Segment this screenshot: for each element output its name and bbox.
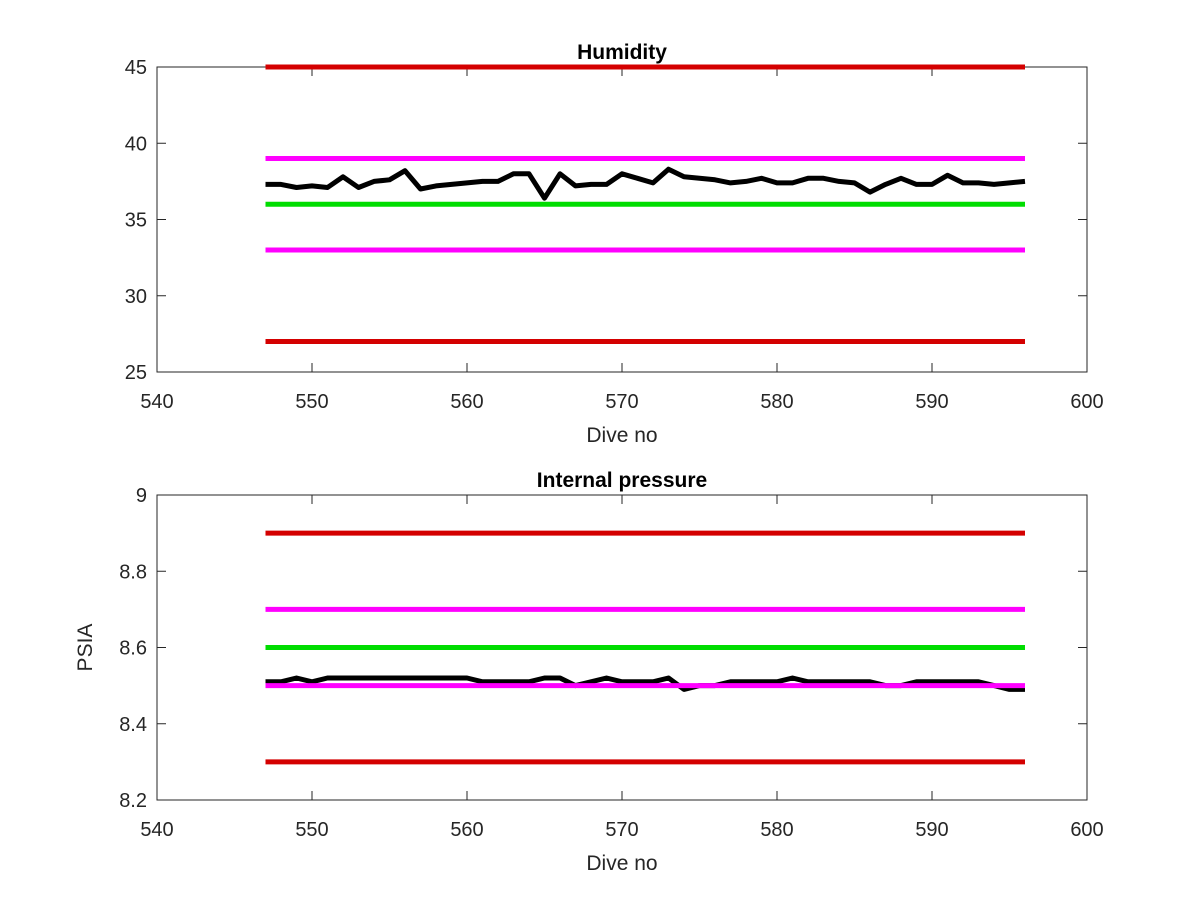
humidity-chart: 540 550 560 570 580 590 600 25 30 35 40 45 Humidity D… [125,41,1104,447]
chart-title: Internal pressure [537,469,707,492]
y-tick-label: 30 [125,286,147,308]
x-tick-label: 580 [760,391,793,413]
chart-title: Humidity [577,41,667,64]
x-tick-label: 570 [605,819,638,841]
y-tick-label: 40 [125,133,147,155]
y-tick-label: 45 [125,57,147,79]
x-axis-label: Dive no [586,424,657,447]
x-tick-label: 590 [915,391,948,413]
x-tick-label: 600 [1070,819,1103,841]
internal-pressure-chart: 540 550 560 570 580 590 600 8.2 8.4 8.6 8.8 9 Intern… [74,469,1104,875]
y-tick-label: 8.8 [119,561,147,583]
x-tick-label: 540 [140,819,173,841]
y-axis-label: PSIA [74,624,97,672]
y-tick-label: 8.6 [119,638,147,660]
x-tick-label: 580 [760,819,793,841]
x-tick-label: 570 [605,391,638,413]
y-tick-label: 9 [136,485,147,507]
plot-area [156,66,1088,373]
x-axis-label: Dive no [586,852,657,875]
x-tick-label: 600 [1070,391,1103,413]
y-tick-label: 25 [125,362,147,384]
x-tick-label: 540 [140,391,173,413]
x-tick-label: 560 [450,819,483,841]
x-tick-label: 550 [295,391,328,413]
y-tick-label: 35 [125,210,147,232]
y-tick-label: 8.4 [119,714,147,736]
x-tick-label: 550 [295,819,328,841]
x-tick-label: 590 [915,819,948,841]
y-tick-label: 8.2 [119,790,147,812]
x-tick-label: 560 [450,391,483,413]
data-series-line [265,166,1026,201]
